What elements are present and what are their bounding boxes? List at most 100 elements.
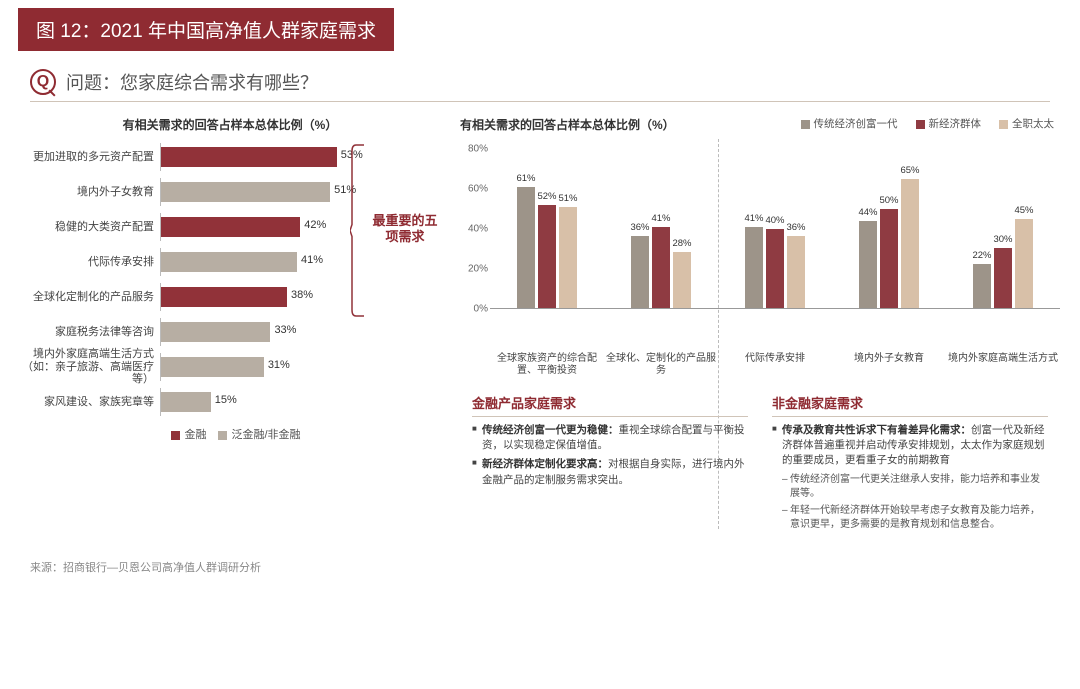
vbar: 40% — [766, 229, 784, 309]
text-col-title-left: 金融产品家庭需求 — [472, 393, 748, 417]
x-label: 全球化、定制化的产品服务 — [604, 349, 718, 377]
vbar-value: 28% — [672, 238, 691, 249]
hbar-label: 境内外家庭高端生活方式（如：亲子旅游、高端医疗等） — [20, 348, 160, 386]
x-axis-labels: 全球家族资产的综合配置、平衡投资全球化、定制化的产品服务代际传承安排境内外子女教… — [490, 349, 1060, 377]
bullet-item: 传承及教育共性诉求下有着差异化需求：创富一代及新经济群体普遍重视并启动传承安排规… — [772, 423, 1048, 469]
text-col-title-right: 非金融家庭需求 — [772, 393, 1048, 417]
vbar: 30% — [994, 248, 1012, 308]
vbar: 61% — [517, 187, 535, 308]
question-icon: Q — [30, 69, 56, 95]
hbar-track: 33% — [160, 318, 360, 346]
y-tick: 20% — [468, 264, 488, 275]
hbar-row: 代际传承安排41% — [20, 248, 360, 276]
vbar-value: 51% — [558, 193, 577, 204]
text-col-body-left: 传统经济创富一代更为稳健：重视全球综合配置与平衡投资，以实现稳定保值增值。新经济… — [472, 423, 748, 488]
hbar-track: 38% — [160, 283, 360, 311]
bar-cluster: 22%30%45% — [946, 149, 1060, 308]
chart-section: 41%40%36%44%50%65%22%30%45% — [718, 149, 1060, 308]
bar-cluster: 44%50%65% — [832, 149, 946, 308]
hbar-label: 稳健的大类资产配置 — [20, 221, 160, 234]
hbar-track: 42% — [160, 213, 360, 241]
vbar-value: 36% — [630, 222, 649, 233]
legend-swatch — [218, 431, 227, 440]
hbar — [161, 357, 264, 377]
bullet-item: 新经济群体定制化要求高：对根据自身实际，进行境内外金融产品的定制服务需求突出。 — [472, 457, 748, 487]
hbar-label: 全球化定制化的产品服务 — [20, 291, 160, 304]
y-tick: 80% — [468, 144, 488, 155]
question-label: 问题： — [66, 69, 120, 95]
vbar-value: 41% — [651, 213, 670, 224]
hbar-label: 更加进取的多元资产配置 — [20, 151, 160, 164]
hbar-track: 53% — [160, 143, 360, 171]
chart-section: 61%52%51%36%41%28% — [490, 149, 718, 308]
main-content: 有相关需求的回答占样本总体比例（%） 更加进取的多元资产配置53% 境内外子女教育… — [0, 102, 1080, 535]
hbar-track: 41% — [160, 248, 360, 276]
hbar-row: 更加进取的多元资产配置53% — [20, 143, 360, 171]
legend-label: 泛金融/非金融 — [231, 429, 300, 441]
top5-bracket: 最重要的五项需求 — [368, 143, 438, 318]
legend-label: 新经济群体 — [929, 118, 982, 130]
left-chart-title: 有相关需求的回答占样本总体比例（%） — [20, 116, 440, 133]
vbar: 41% — [652, 227, 670, 308]
vbar: 41% — [745, 227, 763, 308]
right-chart-legend: 传统经济创富一代 新经济群体 全职太太 — [789, 116, 1061, 131]
x-section: 代际传承安排境内外子女教育境内外家庭高端生活方式 — [718, 349, 1060, 377]
vbar: 36% — [787, 236, 805, 308]
left-chart-legend: 金融 泛金融/非金融 — [20, 426, 440, 442]
vbar: 52% — [538, 205, 556, 308]
vbar: 36% — [631, 236, 649, 308]
grouped-bar-chart: 0%20%40%60%80% 61%52%51%36%41%28%41%40%3… — [460, 149, 1060, 349]
vbar: 45% — [1015, 219, 1033, 308]
legend-swatch — [916, 120, 925, 129]
legend-swatch — [801, 120, 810, 129]
sub-item: 年轻一代新经济群体开始较早考虑子女教育及能力培养，意识更早，更多需要的是教育规划… — [772, 504, 1048, 532]
vbar: 50% — [880, 209, 898, 308]
vbar-value: 22% — [972, 250, 991, 261]
sub-item: 传统经济创富一代更关注继承人安排，能力培养和事业发展等。 — [772, 473, 1048, 501]
hbar-row: 家风建设、家族宪章等15% — [20, 388, 360, 416]
vbar-value: 50% — [879, 195, 898, 206]
x-section: 全球家族资产的综合配置、平衡投资全球化、定制化的产品服务 — [490, 349, 718, 377]
hbar-track: 51% — [160, 178, 360, 206]
vbar-value: 30% — [993, 234, 1012, 245]
vbar-value: 52% — [537, 191, 556, 202]
figure-header: 图 12：2021 年中国高净值人群家庭需求 — [18, 8, 394, 51]
text-col-body-right: 传承及教育共性诉求下有着差异化需求：创富一代及新经济群体普遍重视并启动传承安排规… — [772, 423, 1048, 532]
hbar-row: 家庭税务法律等咨询33% — [20, 318, 360, 346]
right-chart-header: 有相关需求的回答占样本总体比例（%） 传统经济创富一代 新经济群体 全职太太 — [460, 116, 1060, 143]
legend-swatch — [999, 120, 1008, 129]
y-tick: 40% — [468, 224, 488, 235]
vbar: 65% — [901, 179, 919, 308]
hbar-value: 38% — [291, 289, 313, 301]
legend-label: 金融 — [184, 429, 206, 441]
legend-label: 传统经济创富一代 — [814, 118, 898, 130]
vbar: 22% — [973, 264, 991, 308]
hbar-label: 家庭税务法律等咨询 — [20, 326, 160, 339]
hbar-label: 代际传承安排 — [20, 256, 160, 269]
legend-label: 全职太太 — [1012, 118, 1054, 130]
x-label: 全球家族资产的综合配置、平衡投资 — [490, 349, 604, 377]
vbar: 51% — [559, 207, 577, 308]
right-column: 有相关需求的回答占样本总体比例（%） 传统经济创富一代新经济群体全职太太 0%2… — [450, 116, 1060, 535]
hbar — [161, 147, 337, 167]
right-chart-title: 有相关需求的回答占样本总体比例（%） — [460, 116, 675, 133]
hbar — [161, 392, 211, 412]
text-columns: 金融产品家庭需求 传统经济创富一代更为稳健：重视全球综合配置与平衡投资，以实现稳… — [460, 393, 1060, 535]
hbar-label: 家风建设、家族宪章等 — [20, 396, 160, 409]
hbar-row: 稳健的大类资产配置42% — [20, 213, 360, 241]
legend-swatch — [171, 431, 180, 440]
x-label: 境内外家庭高端生活方式 — [946, 349, 1060, 377]
hbar-track: 15% — [160, 388, 360, 416]
bar-cluster: 61%52%51% — [490, 149, 604, 308]
hbar-row: 境内外家庭高端生活方式（如：亲子旅游、高端医疗等）31% — [20, 353, 360, 381]
source-note: 来源：招商银行—贝恩公司高净值人群调研分析 — [30, 559, 1080, 575]
vbar-value: 36% — [786, 222, 805, 233]
vbar-value: 65% — [900, 165, 919, 176]
hbar — [161, 252, 297, 272]
y-tick: 60% — [468, 184, 488, 195]
x-label: 代际传承安排 — [718, 349, 832, 377]
y-axis: 0%20%40%60%80% — [460, 149, 490, 309]
hbar-row: 境内外子女教育51% — [20, 178, 360, 206]
bar-cluster: 36%41%28% — [604, 149, 718, 308]
bar-cluster: 41%40%36% — [718, 149, 832, 308]
